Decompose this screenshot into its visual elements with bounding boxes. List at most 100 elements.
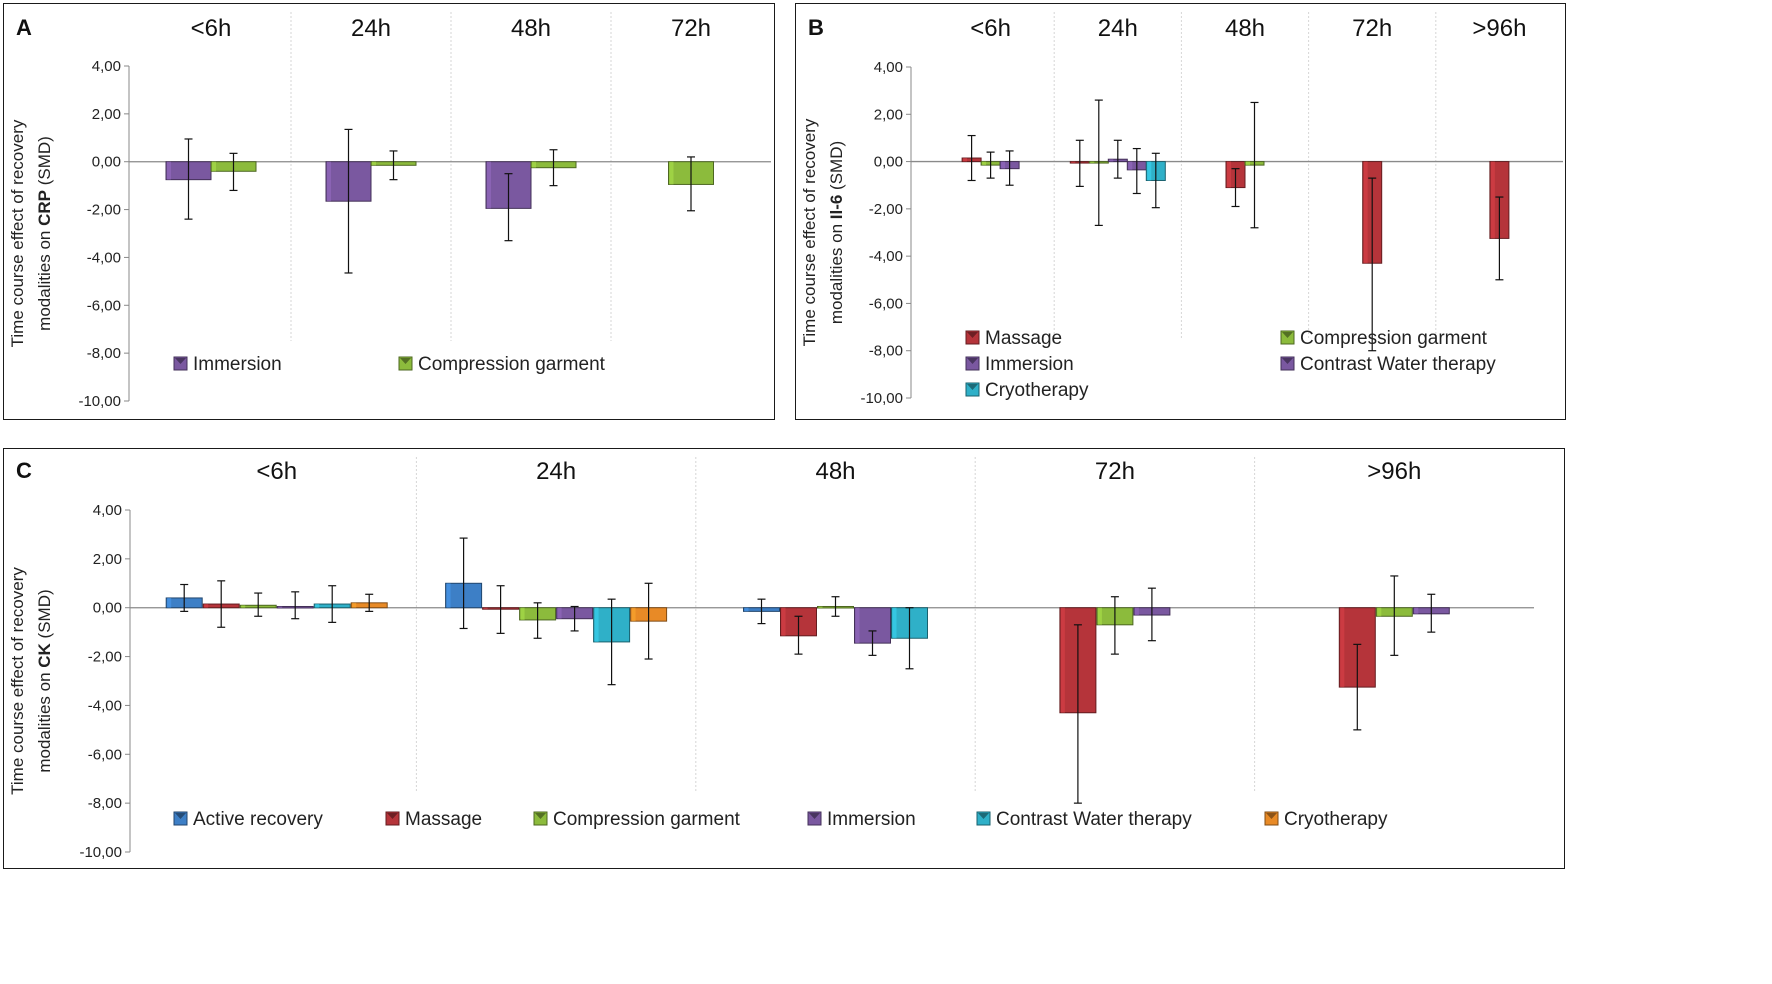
bar-highlight	[557, 607, 562, 619]
bar-highlight	[483, 607, 488, 610]
legend-label: Massage	[405, 809, 482, 830]
category-label: 24h	[351, 15, 391, 42]
bar-highlight	[855, 607, 860, 644]
bar-highlight	[744, 607, 749, 612]
chart-il6: B Time course effect of recovery modalitie…	[800, 12, 1563, 407]
legend-label: Massage	[985, 328, 1062, 349]
bar-highlight	[241, 605, 246, 608]
y-tick-label: -4,00	[88, 697, 122, 714]
bar-highlight	[1109, 159, 1114, 162]
legend-swatch-bevel	[1282, 332, 1293, 338]
legend-label: Compression garment	[553, 809, 741, 830]
bar-highlight	[1363, 161, 1368, 264]
y-axis-label-line2: modalities on Il-6 (SMD)	[827, 141, 846, 324]
y-tick-label: 2,00	[92, 106, 121, 123]
legend-label: Compression garment	[1300, 328, 1488, 349]
legend-label: Contrast Water therapy	[996, 809, 1192, 830]
legend-label: Immersion	[827, 809, 916, 830]
chart-ck: C Time course effect of recovery modalitie…	[8, 457, 1534, 861]
panel-label: A	[16, 15, 32, 40]
category-label: 48h	[511, 15, 551, 42]
y-tick-label: 0,00	[93, 600, 122, 617]
y-tick-label: 2,00	[93, 551, 122, 568]
y-tick-label: -10,00	[79, 844, 122, 861]
bar-highlight	[532, 161, 536, 168]
category-label: >96h	[1472, 15, 1526, 42]
bar-highlight	[487, 161, 491, 209]
y-tick-label: -10,00	[860, 390, 903, 407]
category-label: >96h	[1367, 458, 1421, 485]
legend-label: Active recovery	[193, 809, 323, 830]
legend-swatch-bevel	[967, 332, 978, 338]
y-axis-label-line1: Time course effect of recovery	[8, 567, 27, 795]
y-tick-label: -10,00	[78, 393, 121, 410]
legend-swatch-bevel	[809, 813, 820, 819]
bar-highlight	[1060, 607, 1065, 713]
bar-highlight	[352, 602, 357, 608]
bar-highlight	[1414, 607, 1419, 614]
legend-label: Cryotherapy	[985, 380, 1089, 401]
legend-swatch-bevel	[535, 813, 546, 819]
legend-swatch-bevel	[400, 358, 411, 364]
legend-label: Contrast Water therapy	[1300, 354, 1496, 375]
legend-label: Immersion	[193, 354, 282, 375]
bar-highlight	[669, 161, 674, 185]
bar-highlight	[1097, 607, 1102, 625]
panel-label: C	[16, 458, 32, 483]
legend-swatch-bevel	[175, 358, 186, 364]
y-tick-label: 4,00	[93, 502, 122, 519]
legend-label: Cryotherapy	[1284, 809, 1388, 830]
bar-highlight	[1377, 607, 1382, 617]
y-tick-label: 2,00	[874, 106, 903, 123]
legend-swatch-bevel	[1282, 358, 1293, 364]
bar-highlight	[446, 583, 451, 608]
bar-highlight	[594, 607, 599, 642]
y-tick-label: -6,00	[869, 295, 903, 312]
y-tick-label: -4,00	[869, 248, 903, 265]
y-axis-label-line2: modalities on CK (SMD)	[35, 589, 54, 772]
bar-highlight	[1147, 161, 1152, 181]
bar-highlight	[167, 161, 171, 180]
legend-label: Immersion	[985, 354, 1074, 375]
bar-highlight	[1090, 161, 1095, 164]
category-label: 24h	[1098, 15, 1138, 42]
bar-highlight	[1227, 161, 1231, 188]
category-label: 48h	[1225, 15, 1265, 42]
legend-swatch-bevel	[175, 813, 186, 819]
bar-highlight	[963, 158, 968, 162]
chart-crp: A Time course effect of recovery modalitie…	[8, 12, 771, 410]
bar-highlight	[781, 607, 786, 636]
category-label: 72h	[1352, 15, 1392, 42]
bar-highlight	[1246, 161, 1250, 166]
y-tick-label: -2,00	[869, 201, 903, 218]
y-axis-label-line2: modalities on CRP (SMD)	[35, 136, 54, 331]
panel-c: C Time course effect of recovery modalitie…	[3, 448, 1565, 869]
category-label: 72h	[1095, 458, 1135, 485]
panel-a: A Time course effect of recovery modalitie…	[3, 3, 775, 420]
y-tick-label: -6,00	[87, 297, 121, 314]
bar-highlight	[1071, 161, 1076, 164]
bar-highlight	[520, 607, 525, 620]
legend-swatch-bevel	[1266, 813, 1277, 819]
bar-highlight	[167, 597, 172, 608]
y-axis-label-line1: Time course effect of recovery	[8, 119, 27, 347]
y-tick-label: -8,00	[869, 343, 903, 360]
panel-label: B	[808, 15, 824, 40]
bar-highlight	[327, 161, 331, 202]
y-axis-label-line1: Time course effect of recovery	[800, 118, 819, 346]
legend-label: Compression garment	[418, 354, 606, 375]
legend-swatch-bevel	[967, 384, 978, 390]
category-label: <6h	[256, 458, 297, 485]
category-label: <6h	[970, 15, 1011, 42]
bar-highlight	[818, 606, 823, 608]
y-tick-label: 0,00	[92, 154, 121, 171]
bar-highlight	[372, 161, 376, 166]
y-tick-label: 4,00	[874, 59, 903, 76]
bar-highlight	[1001, 161, 1006, 169]
y-tick-label: -2,00	[87, 202, 121, 219]
bar-highlight	[212, 161, 216, 172]
panel-b: B Time course effect of recovery modalitie…	[795, 3, 1566, 420]
bar-highlight	[1128, 161, 1133, 170]
bar-highlight	[1490, 161, 1495, 239]
y-tick-label: -6,00	[88, 746, 122, 763]
